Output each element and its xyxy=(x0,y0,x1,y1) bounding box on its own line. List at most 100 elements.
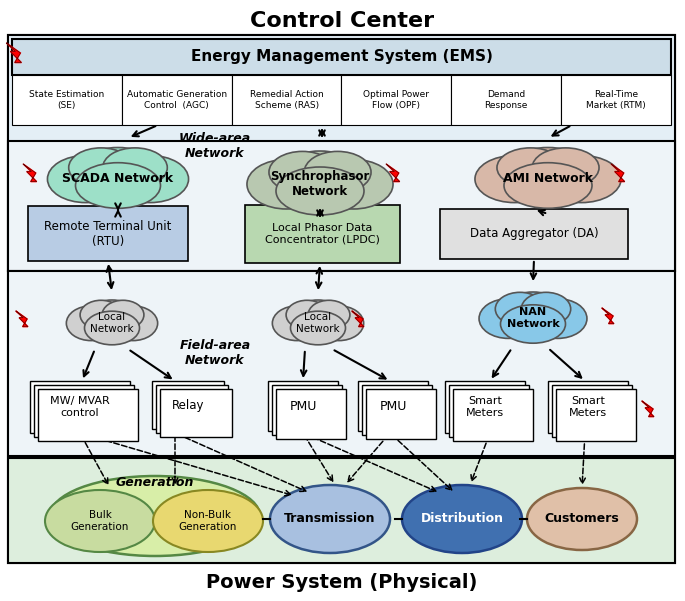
Text: Real-Time
Market (RTM): Real-Time Market (RTM) xyxy=(586,90,646,110)
FancyBboxPatch shape xyxy=(122,75,232,125)
FancyBboxPatch shape xyxy=(8,271,675,456)
FancyBboxPatch shape xyxy=(358,381,428,431)
FancyBboxPatch shape xyxy=(552,385,632,437)
Ellipse shape xyxy=(75,163,160,209)
Ellipse shape xyxy=(153,490,263,552)
FancyBboxPatch shape xyxy=(28,206,188,261)
Ellipse shape xyxy=(68,148,134,188)
Ellipse shape xyxy=(102,300,144,329)
Ellipse shape xyxy=(314,306,364,341)
Ellipse shape xyxy=(497,292,569,340)
Text: Optimal Power
Flow (OPF): Optimal Power Flow (OPF) xyxy=(364,90,429,110)
Text: MW/ MVAR
control: MW/ MVAR control xyxy=(50,396,110,418)
Ellipse shape xyxy=(532,148,599,188)
FancyBboxPatch shape xyxy=(272,385,342,435)
Ellipse shape xyxy=(66,306,116,341)
Text: Generation: Generation xyxy=(116,477,194,489)
Text: Customers: Customers xyxy=(545,513,619,525)
Text: Local Phasor Data
Concentrator (LPDC): Local Phasor Data Concentrator (LPDC) xyxy=(264,223,379,245)
Text: Power System (Physical): Power System (Physical) xyxy=(206,573,477,593)
Ellipse shape xyxy=(103,148,167,188)
Ellipse shape xyxy=(82,300,142,342)
Ellipse shape xyxy=(542,156,621,203)
Text: Local
Network: Local Network xyxy=(90,312,134,334)
Ellipse shape xyxy=(304,151,371,193)
FancyBboxPatch shape xyxy=(276,389,346,439)
Ellipse shape xyxy=(288,300,348,342)
Ellipse shape xyxy=(308,300,350,329)
Ellipse shape xyxy=(497,148,564,188)
Text: Smart
Meters: Smart Meters xyxy=(466,396,504,418)
Ellipse shape xyxy=(80,300,122,329)
Ellipse shape xyxy=(271,151,369,211)
Ellipse shape xyxy=(521,292,571,326)
Ellipse shape xyxy=(314,159,393,209)
Ellipse shape xyxy=(402,485,522,553)
Text: Control Center: Control Center xyxy=(250,11,434,31)
Ellipse shape xyxy=(504,163,592,209)
Ellipse shape xyxy=(84,311,140,345)
FancyBboxPatch shape xyxy=(245,205,400,263)
Text: NAN
Network: NAN Network xyxy=(507,307,560,329)
FancyBboxPatch shape xyxy=(362,385,432,435)
FancyBboxPatch shape xyxy=(449,385,529,437)
Text: Wide-area
Network: Wide-area Network xyxy=(179,132,251,160)
Text: Relay: Relay xyxy=(172,398,204,412)
Ellipse shape xyxy=(276,167,364,215)
Text: Smart
Meters: Smart Meters xyxy=(569,396,607,418)
Polygon shape xyxy=(611,164,625,182)
Ellipse shape xyxy=(247,159,326,209)
Text: PMU: PMU xyxy=(289,400,316,412)
Text: Transmission: Transmission xyxy=(284,513,376,525)
Ellipse shape xyxy=(273,306,322,341)
FancyBboxPatch shape xyxy=(445,381,525,433)
FancyBboxPatch shape xyxy=(12,75,122,125)
FancyBboxPatch shape xyxy=(342,75,451,125)
Polygon shape xyxy=(352,311,364,327)
Text: Distribution: Distribution xyxy=(421,513,503,525)
Ellipse shape xyxy=(45,490,155,552)
FancyBboxPatch shape xyxy=(8,458,675,563)
FancyBboxPatch shape xyxy=(38,389,138,441)
Polygon shape xyxy=(23,164,37,182)
FancyBboxPatch shape xyxy=(548,381,628,433)
Text: Bulk
Generation: Bulk Generation xyxy=(71,510,129,532)
FancyBboxPatch shape xyxy=(34,385,134,437)
Text: Local
Network: Local Network xyxy=(296,312,340,334)
Text: Data Aggregator (DA): Data Aggregator (DA) xyxy=(470,228,598,240)
Ellipse shape xyxy=(479,299,538,338)
Polygon shape xyxy=(16,311,28,327)
Ellipse shape xyxy=(475,156,554,203)
Ellipse shape xyxy=(499,147,597,204)
Ellipse shape xyxy=(290,311,345,345)
FancyBboxPatch shape xyxy=(268,381,338,431)
Ellipse shape xyxy=(286,300,328,329)
Text: Energy Management System (EMS): Energy Management System (EMS) xyxy=(191,49,493,64)
FancyBboxPatch shape xyxy=(8,141,675,271)
Text: Automatic Generation
Control  (AGC): Automatic Generation Control (AGC) xyxy=(127,90,227,110)
FancyBboxPatch shape xyxy=(453,389,533,441)
FancyBboxPatch shape xyxy=(440,209,628,259)
Text: Non-Bulk
Generation: Non-Bulk Generation xyxy=(179,510,237,532)
Ellipse shape xyxy=(71,147,165,204)
FancyBboxPatch shape xyxy=(156,385,228,433)
FancyBboxPatch shape xyxy=(561,75,671,125)
Text: Synchrophasor
Network: Synchrophasor Network xyxy=(271,170,370,198)
Ellipse shape xyxy=(501,305,566,343)
FancyBboxPatch shape xyxy=(8,35,675,271)
FancyBboxPatch shape xyxy=(152,381,224,429)
Ellipse shape xyxy=(47,156,124,203)
FancyBboxPatch shape xyxy=(160,389,232,437)
FancyBboxPatch shape xyxy=(8,35,675,563)
Polygon shape xyxy=(602,308,614,324)
Text: Field-area
Network: Field-area Network xyxy=(179,339,251,367)
Ellipse shape xyxy=(50,476,260,556)
Polygon shape xyxy=(642,401,654,416)
Ellipse shape xyxy=(495,292,545,326)
Text: Remedial Action
Scheme (RAS): Remedial Action Scheme (RAS) xyxy=(250,90,323,110)
Ellipse shape xyxy=(270,485,390,553)
Text: Remote Terminal Unit
(RTU): Remote Terminal Unit (RTU) xyxy=(45,220,172,248)
Ellipse shape xyxy=(108,306,158,341)
Text: Demand
Response: Demand Response xyxy=(484,90,528,110)
FancyBboxPatch shape xyxy=(30,381,130,433)
